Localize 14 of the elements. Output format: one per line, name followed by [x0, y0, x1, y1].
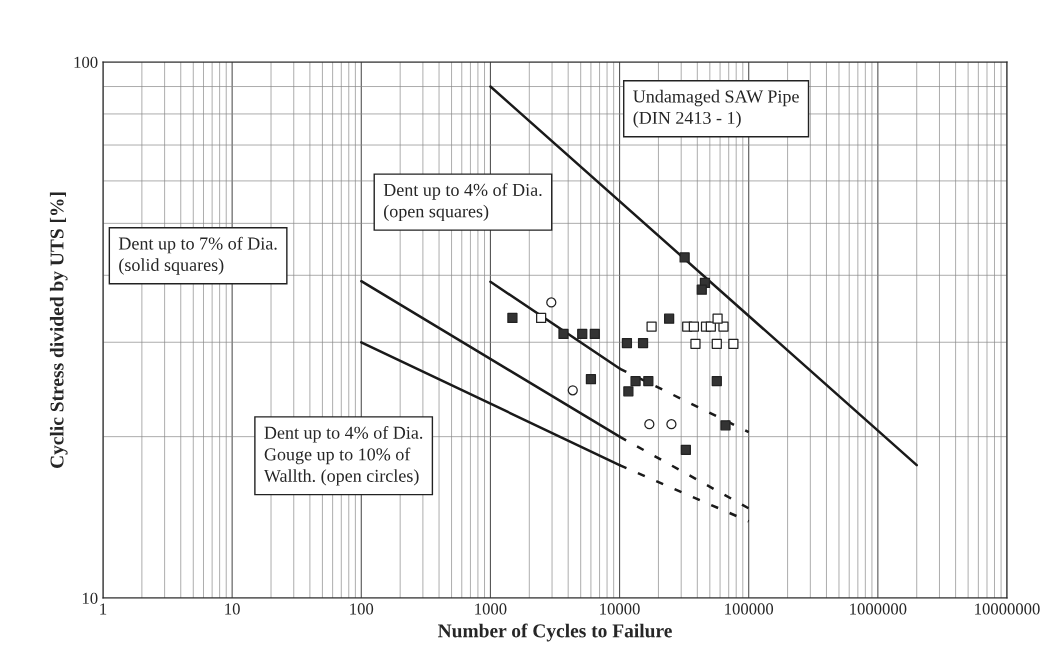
x-tick-label: 100000 — [725, 603, 774, 615]
x-tick-label: 10000 — [600, 603, 640, 615]
x-tick-label: 1 — [100, 603, 107, 615]
annotation: Dent up to 4% of Dia. (open squares) — [383, 183, 542, 222]
x-tick-label: 100 — [350, 603, 374, 615]
annotation: Dent up to 7% of Dia. (solid squares) — [118, 236, 277, 275]
x-axis-title: Number of Cycles to Failure — [437, 623, 672, 642]
annotation: Undamaged SAW Pipe (DIN 2413 - 1) — [633, 89, 799, 128]
y-axis-title: Cyclic Stress divided by UTS [%] — [49, 192, 68, 468]
x-tick-label: 1000000 — [850, 603, 907, 615]
x-tick-label: 10000000 — [975, 603, 1040, 615]
annotation: Dent up to 4% of Dia. Gouge up to 10% of Wallth. (open circles) — [263, 425, 423, 486]
x-tick-label: 10 — [225, 603, 240, 615]
x-tick-label: 1000 — [475, 603, 507, 615]
